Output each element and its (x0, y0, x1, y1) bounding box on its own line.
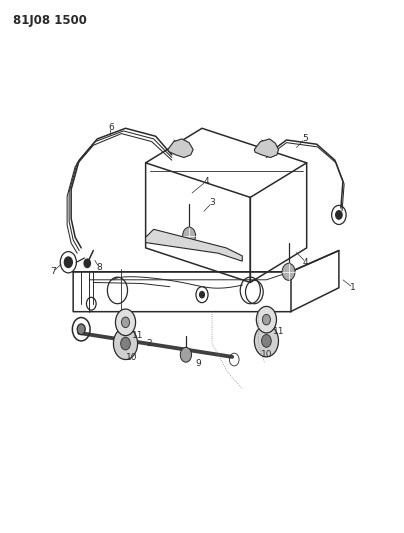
Circle shape (180, 348, 191, 362)
Circle shape (282, 263, 295, 280)
Polygon shape (255, 139, 278, 158)
Text: 3: 3 (209, 198, 215, 207)
Circle shape (336, 211, 342, 219)
Text: 8: 8 (97, 263, 102, 272)
Circle shape (84, 259, 90, 268)
Circle shape (262, 314, 270, 325)
Text: 7: 7 (50, 268, 56, 276)
Circle shape (116, 309, 136, 336)
Text: 1: 1 (350, 283, 356, 292)
Circle shape (122, 317, 130, 328)
Text: 6: 6 (109, 123, 114, 132)
Circle shape (257, 306, 276, 333)
Polygon shape (168, 139, 193, 158)
Text: 9: 9 (195, 359, 201, 368)
Text: 10: 10 (261, 350, 272, 359)
Circle shape (255, 325, 278, 357)
Circle shape (183, 227, 196, 244)
Text: 2: 2 (147, 339, 152, 348)
Text: 10: 10 (126, 353, 137, 362)
Text: 4: 4 (203, 177, 209, 186)
Text: 11: 11 (273, 327, 284, 336)
Text: 81J08 1500: 81J08 1500 (13, 14, 86, 27)
Text: 4: 4 (303, 258, 309, 266)
Polygon shape (145, 229, 242, 261)
Circle shape (121, 337, 130, 350)
Circle shape (114, 328, 138, 360)
Circle shape (64, 257, 72, 268)
Text: 5: 5 (302, 134, 307, 143)
Circle shape (77, 324, 85, 335)
Circle shape (261, 335, 271, 348)
Text: 11: 11 (132, 331, 143, 340)
Circle shape (200, 292, 204, 298)
